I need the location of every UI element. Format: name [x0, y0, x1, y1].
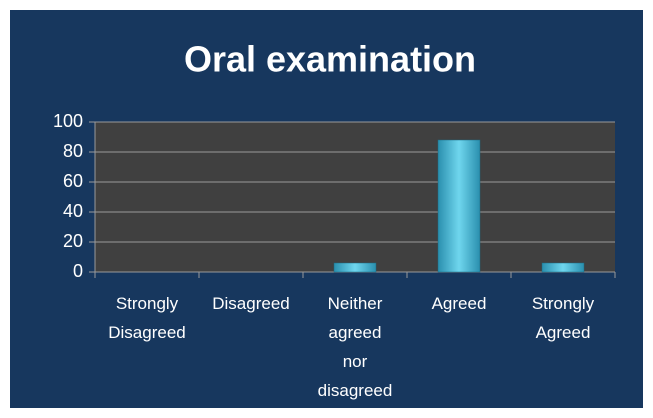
- bar: [437, 139, 481, 273]
- chart-title: Oral examination: [184, 39, 476, 80]
- x-tick-label: Neither agreed nor disagreed: [318, 294, 393, 400]
- x-tick-label-line: Neither: [328, 294, 383, 313]
- bar: [333, 262, 377, 273]
- x-tick-label-line: Strongly: [116, 294, 179, 313]
- y-tick-label: 100: [53, 111, 83, 131]
- x-tick-label-line: Agreed: [536, 323, 591, 342]
- x-tick-label-line: nor: [343, 352, 368, 371]
- x-tick-label: Strongly Agreed: [532, 294, 595, 342]
- x-tick-label-line: disagreed: [318, 381, 393, 400]
- x-tick-label: Disagreed: [212, 294, 290, 313]
- x-tick-label: Strongly Disagreed: [108, 294, 186, 342]
- x-tick-label-line: agreed: [329, 323, 382, 342]
- y-tick-label: 60: [63, 171, 83, 191]
- x-tick-label-line: Disagreed: [108, 323, 186, 342]
- y-tick-label: 0: [73, 261, 83, 281]
- y-tick-label: 80: [63, 141, 83, 161]
- bar: [541, 262, 585, 273]
- y-tick-label: 40: [63, 201, 83, 221]
- x-tick-label: Agreed: [432, 294, 487, 313]
- x-tick-label-line: Agreed: [432, 294, 487, 313]
- x-tick-label-line: Strongly: [532, 294, 595, 313]
- y-tick-label: 20: [63, 231, 83, 251]
- x-tick-label-line: Disagreed: [212, 294, 290, 313]
- plot-area: [95, 122, 615, 272]
